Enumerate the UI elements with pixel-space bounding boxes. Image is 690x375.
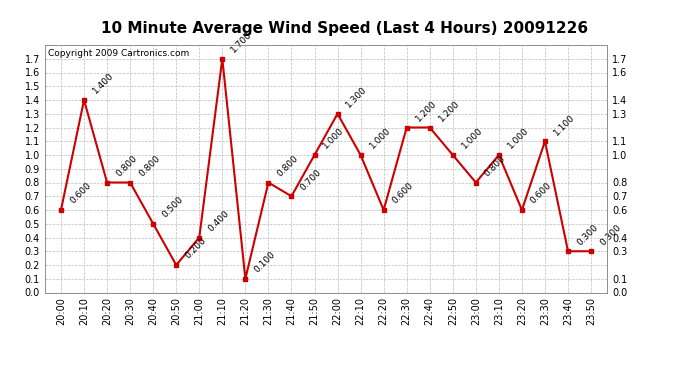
Text: 0.500: 0.500 xyxy=(160,195,185,220)
Text: 0.300: 0.300 xyxy=(598,222,622,247)
Text: 0.600: 0.600 xyxy=(391,181,415,206)
Text: 1.300: 1.300 xyxy=(344,85,369,109)
Text: 0.200: 0.200 xyxy=(183,236,208,261)
Text: 0.600: 0.600 xyxy=(68,181,92,206)
Text: 1.000: 1.000 xyxy=(506,126,531,151)
Text: 0.700: 0.700 xyxy=(298,167,323,192)
Text: 1.000: 1.000 xyxy=(460,126,484,151)
Text: 1.100: 1.100 xyxy=(552,112,577,137)
Text: 1.200: 1.200 xyxy=(413,99,438,123)
Text: 0.800: 0.800 xyxy=(483,154,507,178)
Text: 0.100: 0.100 xyxy=(253,250,277,274)
Text: Copyright 2009 Cartronics.com: Copyright 2009 Cartronics.com xyxy=(48,49,189,58)
Text: 1.200: 1.200 xyxy=(437,99,461,123)
Text: 10 Minute Average Wind Speed (Last 4 Hours) 20091226: 10 Minute Average Wind Speed (Last 4 Hou… xyxy=(101,21,589,36)
Text: 0.300: 0.300 xyxy=(575,222,600,247)
Text: 0.800: 0.800 xyxy=(137,154,161,178)
Text: 0.800: 0.800 xyxy=(114,154,139,178)
Text: 0.600: 0.600 xyxy=(529,181,553,206)
Text: 1.000: 1.000 xyxy=(322,126,346,151)
Text: 0.400: 0.400 xyxy=(206,209,230,233)
Text: 0.800: 0.800 xyxy=(275,154,300,178)
Text: 1.000: 1.000 xyxy=(368,126,392,151)
Text: 1.700: 1.700 xyxy=(229,30,254,55)
Text: 1.400: 1.400 xyxy=(91,71,115,96)
